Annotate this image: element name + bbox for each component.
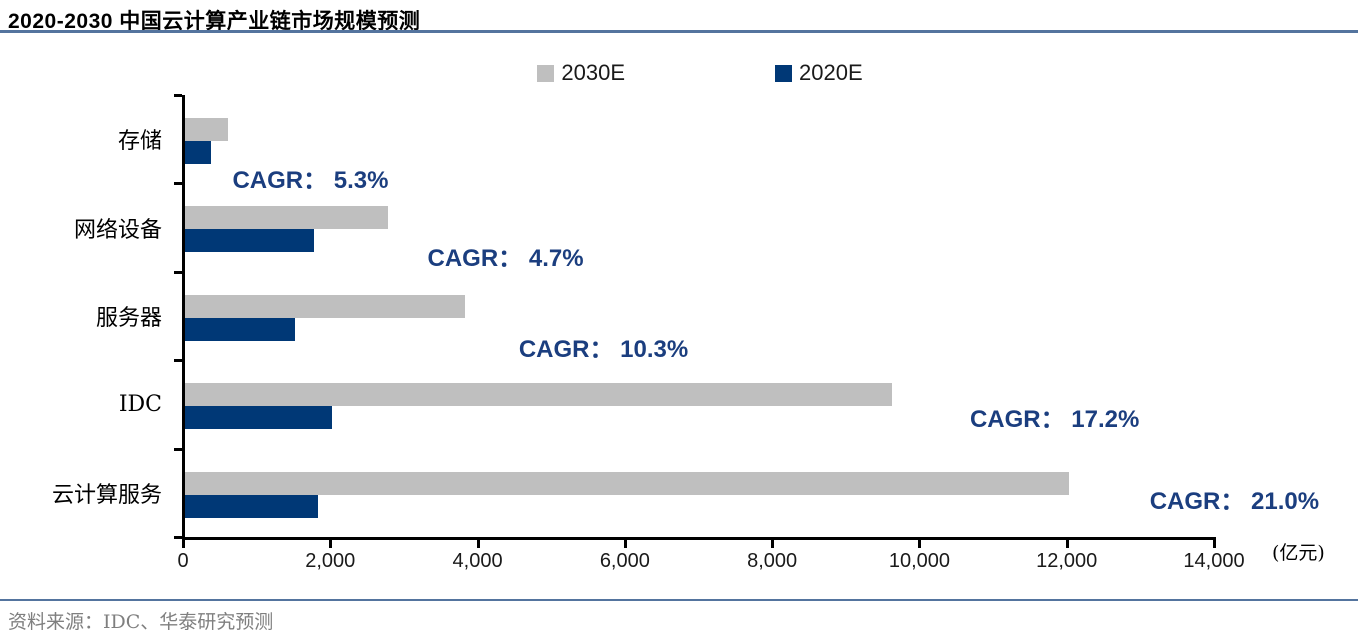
x-axis-tick [1065, 540, 1069, 548]
x-tick-label: 4,000 [452, 550, 503, 572]
x-axis-tick [918, 540, 922, 548]
bar-2030e [185, 118, 229, 141]
cagr-annotation: CAGR： 5.3% [232, 167, 389, 194]
cagr-annotation: CAGR： 4.7% [427, 245, 584, 273]
legend-swatch-2020e [775, 64, 792, 82]
category-label: 存储 [117, 129, 162, 155]
category-label: 网络设备 [73, 217, 162, 243]
y-axis-tick [174, 94, 182, 97]
legend-item-2020e: 2020E [775, 60, 863, 86]
bar-2020e [185, 229, 314, 253]
axis-unit-label: (亿元) [1272, 542, 1325, 564]
y-axis-line [182, 95, 185, 540]
cagr-annotation: CAGR： 17.2% [969, 406, 1140, 434]
category-label: 服务器 [95, 305, 162, 331]
x-axis-line [182, 537, 1216, 540]
bar-2020e [185, 141, 211, 164]
category-label: IDC [118, 391, 162, 417]
page-title: 2020-2030 中国云计算产业链市场规模预测 [8, 10, 421, 33]
y-axis-tick [174, 182, 182, 186]
source-note: 资料来源：IDC、华泰研究预测 [8, 611, 274, 633]
title-underline [0, 30, 1358, 33]
x-axis-tick [329, 540, 333, 548]
bar-2020e [185, 406, 333, 430]
bar-2020e [185, 317, 296, 341]
chart-legend: 2030E 2020E [0, 60, 1358, 86]
x-axis-tick [476, 540, 480, 548]
x-axis-tick [771, 540, 775, 548]
x-axis-tick [182, 540, 185, 548]
x-tick-label: 6,000 [599, 550, 650, 572]
x-tick-label: 8,000 [747, 550, 798, 572]
legend-item-2030e: 2030E [537, 60, 625, 86]
bar-2030e [185, 383, 892, 407]
bar-2030e [185, 294, 465, 318]
cagr-annotation: CAGR： 10.3% [518, 335, 689, 363]
legend-label-2030e: 2030E [561, 60, 625, 85]
x-tick-label: 14,000 [1183, 550, 1245, 572]
x-tick-label: 12,000 [1036, 550, 1098, 572]
y-axis-tick [174, 270, 182, 274]
bar-2020e [185, 494, 318, 518]
bar-2030e [185, 471, 1069, 495]
category-label: 云计算服务 [51, 482, 162, 508]
x-tick-label: 0 [177, 550, 189, 572]
footer-rule [0, 599, 1358, 601]
legend-label-2020e: 2020E [799, 60, 863, 85]
y-axis-tick [174, 359, 182, 363]
x-axis-tick [1213, 540, 1216, 548]
bar-2030e [185, 206, 388, 230]
cagr-annotation: CAGR： 21.0% [1149, 487, 1320, 515]
x-axis-tick [623, 540, 627, 548]
y-axis-tick [174, 447, 182, 451]
legend-swatch-2030e [537, 64, 555, 82]
x-tick-label: 2,000 [305, 550, 356, 572]
x-tick-label: 10,000 [888, 550, 950, 572]
y-axis-tick [174, 536, 182, 539]
